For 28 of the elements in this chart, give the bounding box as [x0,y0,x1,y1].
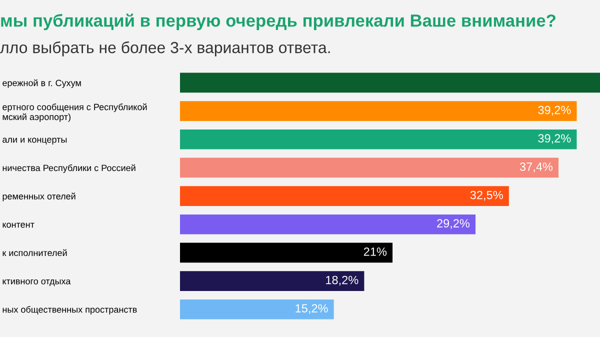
bar [180,129,577,150]
bar [180,299,334,320]
y-tick-label: ременных отелей [2,192,76,202]
y-tick-label: ктивного отдыха [2,279,71,286]
chart-title: мы публикаций в первую очередь привлекали Ваше внимание? [1,14,556,30]
data-label: 32,5% [470,190,503,201]
data-label: 39,2% [538,106,571,116]
bar [180,271,364,291]
y-tick-label: контент [2,222,34,228]
y-tick-label: ных общественных пространств [2,306,137,315]
data-label: 21% [364,248,387,256]
data-label: 29,2% [437,219,470,229]
bar [180,158,559,178]
bar [180,72,600,93]
data-label: 37,4% [520,162,553,172]
bar [180,242,393,263]
y-tick-label: ертного сообщения с Республикой мский аэропорт) [2,103,147,122]
data-label: 15,2% [296,304,328,314]
y-tick-label: ережной в г. Сухум [2,79,81,88]
chart-subtitle: лло выбрать не более 3-х вариантов ответа. [0,41,330,56]
bar [180,186,509,206]
y-tick-label: ничества Республики с Россией [2,164,136,173]
y-tick-label: али и концерты [2,138,67,145]
y-tick-label: к исполнителей [2,249,67,256]
bar [180,101,577,121]
data-label: 39,2% [538,134,571,144]
data-label: 18,2% [326,276,358,286]
bar [180,214,476,234]
